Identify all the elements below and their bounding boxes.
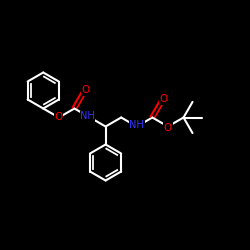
Text: O: O (82, 86, 90, 96)
Text: O: O (164, 123, 172, 133)
Text: O: O (55, 112, 63, 122)
Text: NH: NH (129, 120, 144, 130)
Text: O: O (160, 94, 168, 104)
Text: NH: NH (80, 111, 95, 121)
